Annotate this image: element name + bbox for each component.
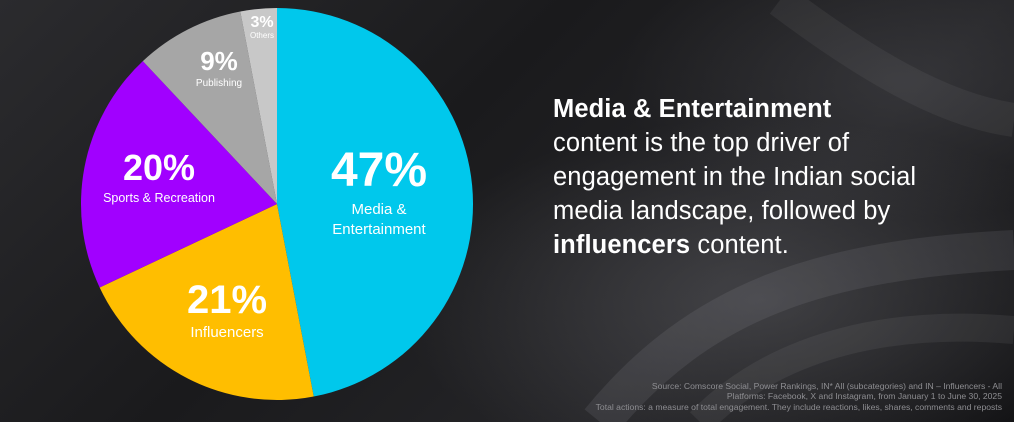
slice-percent-label: 3% <box>250 14 273 31</box>
headline-line-3: engagement in the Indian social <box>553 163 917 191</box>
headline: Media & Entertainment content is the top… <box>553 92 983 262</box>
slice-category-label: Sports & Recreation <box>103 191 215 205</box>
pie-slices <box>80 7 474 401</box>
headline-bold-media: Media & Entertainment <box>553 95 832 123</box>
source-note: Source: Comscore Social, Power Rankings,… <box>482 381 1002 412</box>
slice-category-label: Publishing <box>196 78 242 89</box>
source-line-2: Platforms: Facebook, X and Instagram, fr… <box>726 391 1002 402</box>
pie-slice-1 <box>277 7 474 397</box>
pie-slice-5 <box>240 7 277 204</box>
headline-line-4: media landscape, followed by <box>553 197 891 225</box>
slice-percent-label: 47% <box>331 144 427 197</box>
slice-category-label: Media & <box>351 201 406 218</box>
pie-slice-4 <box>142 11 277 204</box>
slice-percent-label: 9% <box>200 46 238 76</box>
pie-slice-3 <box>80 61 277 288</box>
source-line-3: Total actions: a measure of total engage… <box>595 401 1002 412</box>
headline-line-2: content is the top driver of <box>553 129 850 157</box>
pie-labels: 47% Media & Entertainment 21% Influencers 20%… <box>103 14 427 341</box>
slice-category-label: Influencers <box>190 324 263 341</box>
slice-category-label: Others <box>250 31 274 40</box>
source-line-1: Source: Comscore Social, Power Rankings,… <box>651 381 1002 391</box>
slice-category-label: Entertainment <box>332 221 426 238</box>
slice-percent-label: 21% <box>187 278 267 322</box>
pie-slice-2 <box>99 204 314 401</box>
slice-percent-label: 20% <box>123 147 195 188</box>
pie-chart: 47% Media & Entertainment 21% Influencers 20%… <box>80 7 474 401</box>
headline-bold-influencers: influencers <box>553 231 691 259</box>
headline-tail: content. <box>690 231 789 259</box>
